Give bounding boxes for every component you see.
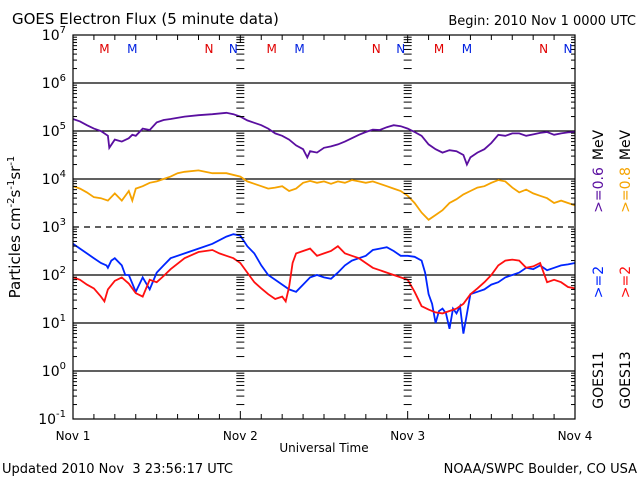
- legend-goes13-label: GOES13: [618, 351, 634, 408]
- credit-label: NOAA/SWPC Boulder, CO USA: [444, 462, 637, 477]
- y-tick-label: 105: [42, 121, 66, 140]
- legend-col1-ge2: >=2: [591, 266, 607, 298]
- orbit-marker: M: [267, 42, 277, 56]
- orbit-marker: M: [127, 42, 137, 56]
- legend-col2-ge08: >=0.8: [618, 167, 634, 213]
- orbit-marker: M: [434, 42, 444, 56]
- y-tick-label: 106: [42, 73, 66, 92]
- orbit-marker: M: [99, 42, 109, 56]
- y-tick-base: 10: [42, 28, 60, 44]
- y-tick-label: 102: [42, 265, 66, 284]
- legend-col2-ge2: >=2: [618, 266, 634, 298]
- orbit-marker: N: [539, 42, 548, 56]
- y-tick-label: 103: [42, 217, 66, 236]
- x-tick-label: Nov 1: [56, 429, 91, 443]
- series-group: [72, 111, 576, 334]
- y-axis-label: Particles cm-2s-1sr-1: [6, 156, 24, 299]
- x-tick-labels: Nov 1 Nov 2 Nov 3 Nov 4: [56, 429, 593, 443]
- axis-ticks: [72, 35, 576, 419]
- y-tick-label: 101: [42, 313, 66, 332]
- y-axis-label-exp1: -2: [6, 197, 17, 207]
- y-tick-base: 10: [42, 364, 60, 380]
- y-tick-base: 10: [42, 124, 60, 140]
- series-line-goes11-0-6-mev: [72, 111, 576, 167]
- begin-label: Begin: 2010 Nov 1 0000 UTC: [448, 14, 636, 29]
- y-tick-exponent: 2: [60, 265, 66, 276]
- y-axis-label-exp3: -1: [6, 156, 17, 166]
- y-axis-label-s: s: [6, 189, 24, 197]
- y-tick-label: 104: [42, 169, 66, 188]
- orbit-marker: N: [229, 42, 238, 56]
- y-tick-exponent: 0: [60, 361, 66, 372]
- y-tick-base: 10: [42, 220, 60, 236]
- x-tick-label: Nov 2: [223, 429, 258, 443]
- x-tick-label: Nov 3: [390, 429, 425, 443]
- legend-col1: GOES11: [591, 351, 607, 408]
- chart-title: GOES Electron Flux (5 minute data): [12, 10, 279, 28]
- orbit-marker: N: [396, 42, 405, 56]
- series-line-goes13-2-mev: [72, 245, 576, 315]
- y-tick-label: 10-1: [38, 409, 66, 428]
- y-tick-exponent: 6: [60, 73, 66, 84]
- y-tick-exponent: 1: [60, 313, 66, 324]
- legend: GOES11 >=2 >=0.6 MeV GOES13 >=2 >=0.8 Me…: [591, 129, 634, 408]
- y-axis-label-base: Particles cm: [6, 207, 24, 298]
- y-tick-exponent: 4: [60, 169, 66, 180]
- updated-timestamp: Updated 2010 Nov 3 23:56:17 UTC: [2, 462, 233, 477]
- series-line-goes11-2-mev: [72, 233, 576, 334]
- y-tick-exponent: -1: [56, 409, 66, 420]
- y-axis-label-exp2: -1: [6, 180, 17, 190]
- x-tick-label: Nov 4: [558, 429, 593, 443]
- orbit-marker: N: [564, 42, 573, 56]
- y-tick-base: 10: [42, 172, 60, 188]
- orbit-marker: N: [372, 42, 381, 56]
- legend-col2-mev: MeV: [618, 129, 634, 160]
- y-tick-base: 10: [42, 76, 60, 92]
- x-axis-label: Universal Time: [279, 441, 368, 455]
- legend-col1-mev: MeV: [591, 129, 607, 160]
- y-tick-base: 10: [42, 268, 60, 284]
- orbit-marker: M: [294, 42, 304, 56]
- orbit-marker: N: [204, 42, 213, 56]
- y-tick-exponent: 3: [60, 217, 66, 228]
- orbit-marker: M: [462, 42, 472, 56]
- legend-goes11-label: GOES11: [591, 351, 607, 408]
- y-tick-exponent: 5: [60, 121, 66, 132]
- y-axis-label-sr: sr: [6, 165, 24, 180]
- y-tick-exponent: 7: [60, 25, 66, 36]
- y-tick-label: 100: [42, 361, 66, 380]
- y-tick-base: 10: [38, 412, 56, 428]
- legend-col1-ge06: >=0.6: [591, 167, 607, 213]
- y-tick-base: 10: [42, 316, 60, 332]
- series-line-goes13-0-8-mev: [72, 169, 576, 221]
- y-tick-label: 107: [42, 25, 66, 44]
